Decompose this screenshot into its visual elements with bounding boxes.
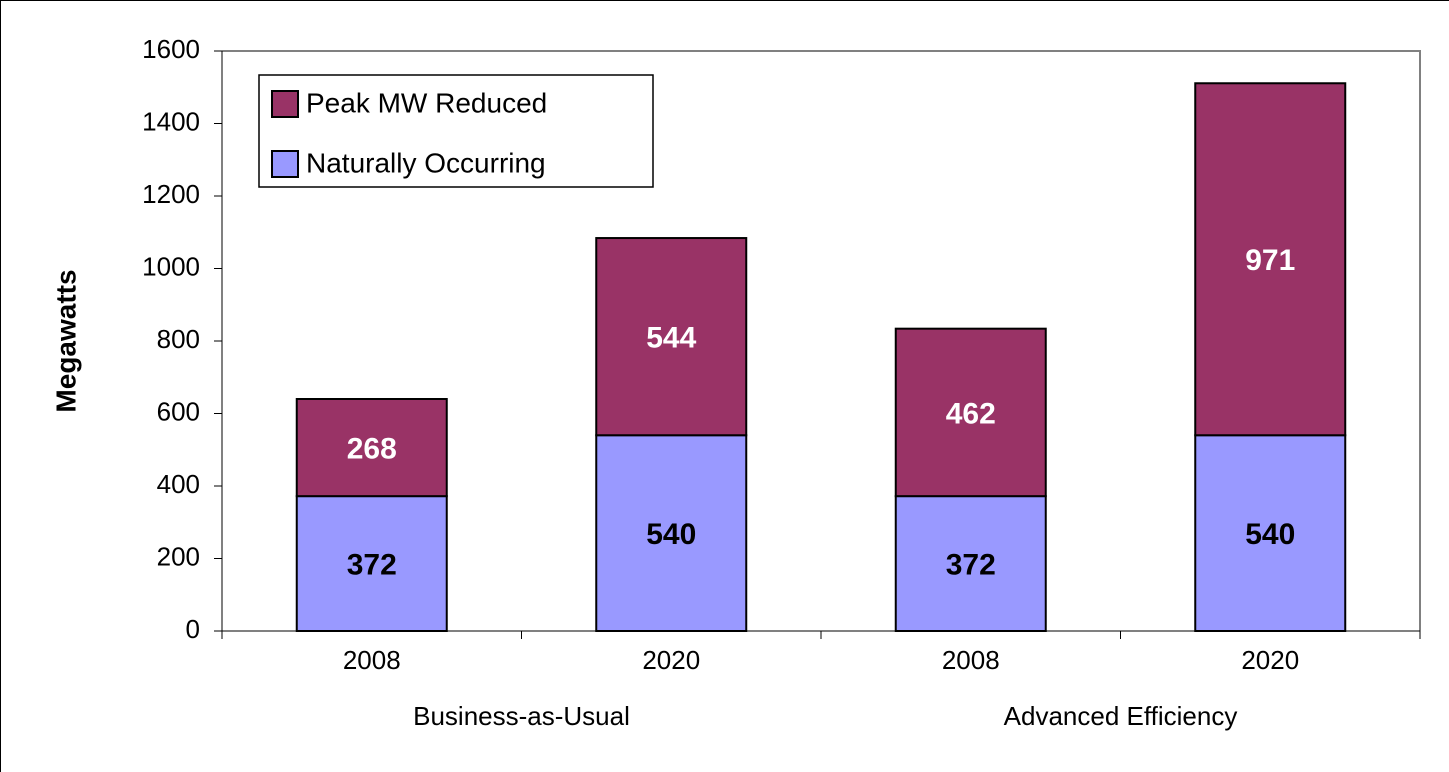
data-label: 372 [347, 548, 397, 581]
bar-segment [894, 495, 1047, 632]
bar-segment [894, 327, 1047, 498]
legend-box [258, 74, 654, 188]
y-tick-label: 400 [157, 469, 200, 499]
legend-label: Naturally Occurring [306, 147, 546, 178]
y-axis-label: Megawatts [50, 269, 81, 412]
data-label: 540 [1245, 518, 1295, 551]
x-tick-label: 2020 [642, 645, 700, 675]
data-label: 268 [347, 432, 397, 465]
data-label: 544 [646, 322, 696, 355]
group-label: Business-as-Usual [413, 701, 630, 731]
y-tick-label: 800 [157, 324, 200, 354]
x-tick-label: 2008 [942, 645, 1000, 675]
bar-segment [1194, 82, 1347, 437]
legend-swatch [271, 150, 299, 178]
x-tick-label: 2020 [1241, 645, 1299, 675]
y-tick-label: 1600 [142, 34, 200, 64]
legend-label: Peak MW Reduced [306, 87, 547, 118]
plot-border [222, 50, 1421, 631]
bar-segment [595, 237, 748, 437]
bar-segment [1194, 434, 1347, 632]
data-label: 372 [946, 548, 996, 581]
bar-segment [295, 495, 448, 632]
data-label: 462 [946, 397, 996, 430]
y-tick-label: 1200 [142, 179, 200, 209]
data-label: 540 [646, 518, 696, 551]
x-tick-label: 2008 [343, 645, 401, 675]
bar-segment [595, 434, 748, 632]
y-tick-label: 1400 [142, 106, 200, 136]
y-tick-label: 600 [157, 396, 200, 426]
bar-segment [295, 398, 448, 498]
legend-swatch [271, 90, 299, 118]
y-tick-label: 0 [186, 614, 200, 644]
data-label: 971 [1245, 244, 1295, 277]
group-label: Advanced Efficiency [1004, 701, 1238, 731]
y-tick-label: 200 [157, 541, 200, 571]
y-tick-label: 1000 [142, 251, 200, 281]
